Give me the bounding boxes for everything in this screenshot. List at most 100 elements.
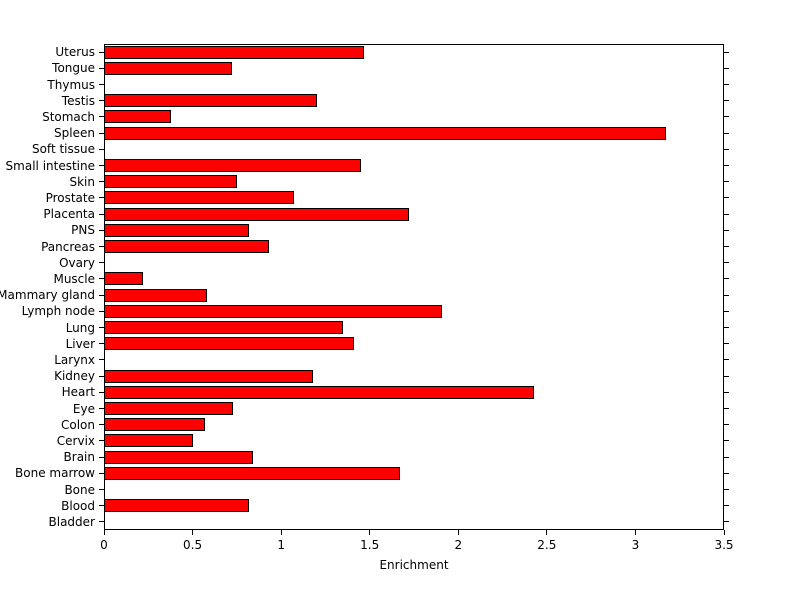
y-tick-left [99, 213, 104, 215]
y-axis-label-prostate: Prostate [45, 190, 95, 205]
y-tick-left [99, 440, 104, 442]
x-tick-label-3: 3 [631, 538, 640, 552]
bar-muscle [104, 272, 143, 286]
y-tick-right [724, 391, 729, 393]
y-tick-left [99, 391, 104, 393]
y-tick-right [724, 375, 729, 377]
y-axis-label-small-intestine: Small intestine [5, 158, 95, 173]
bar-tongue [104, 61, 232, 75]
y-tick-left [99, 246, 104, 247]
bar-cervix [104, 434, 193, 448]
y-axis-label-bone-marrow: Bone marrow [15, 466, 95, 481]
y-tick-right [724, 246, 729, 247]
y-axis-label-bladder: Bladder [48, 514, 95, 529]
y-tick-right [724, 197, 729, 199]
bar-mammary-gland [104, 288, 207, 302]
x-tick [369, 530, 371, 535]
y-tick-left [99, 229, 104, 231]
y-tick-right [724, 472, 729, 474]
y-tick-left [99, 165, 104, 166]
y-tick-left [99, 116, 104, 118]
bar-uterus [104, 45, 365, 59]
x-tick [103, 530, 105, 535]
bar-lymph-node [104, 304, 443, 318]
bar-pancreas [104, 240, 269, 253]
y-tick-left [99, 408, 104, 409]
y-tick-left [99, 472, 104, 474]
x-tick [280, 530, 282, 535]
y-axis-label-mammary-gland: Mammary gland [0, 288, 95, 303]
y-axis-label-bone: Bone [64, 482, 95, 497]
y-tick-right [724, 181, 729, 183]
y-tick-left [99, 148, 104, 150]
y-axis-label-brain: Brain [63, 450, 95, 465]
y-axis-label-blood: Blood [61, 498, 95, 513]
x-tick-label-1.5: 1.5 [360, 538, 380, 552]
bar-pns [104, 223, 250, 237]
y-tick-left [99, 424, 104, 426]
y-axis-label-pns: PNS [71, 223, 95, 238]
y-tick-right [724, 213, 729, 215]
y-tick-right [724, 100, 729, 102]
y-tick-left [99, 181, 104, 183]
y-axis-label-lung: Lung [65, 320, 95, 335]
y-tick-left [99, 197, 104, 199]
y-axis-label-soft-tissue: Soft tissue [31, 142, 95, 157]
plot-area [104, 44, 724, 530]
x-tick [723, 530, 725, 535]
y-tick-right [724, 310, 729, 312]
bar-stomach [104, 110, 172, 124]
y-tick-right [724, 51, 729, 53]
y-tick-left [99, 84, 104, 85]
y-tick-left [99, 327, 104, 328]
y-axis-label-thymus: Thymus [47, 77, 95, 92]
y-tick-right [724, 116, 729, 118]
y-tick-right [724, 424, 729, 426]
y-axis-label-eye: Eye [72, 401, 95, 416]
y-tick-left [99, 67, 104, 69]
x-axis-title: Enrichment [379, 558, 449, 572]
y-tick-left [99, 359, 104, 361]
x-tick [546, 530, 548, 535]
y-axis-label-kidney: Kidney [54, 369, 95, 384]
y-axis-label-pancreas: Pancreas [41, 239, 95, 254]
x-tick [634, 530, 636, 535]
y-tick-right [724, 408, 729, 409]
x-tick [192, 530, 194, 535]
y-tick-right [724, 84, 729, 85]
y-axis-label-heart: Heart [61, 385, 95, 400]
y-tick-right [724, 294, 729, 296]
x-tick-label-2: 2 [454, 538, 463, 552]
y-tick-right [724, 440, 729, 442]
y-tick-right [724, 132, 729, 134]
x-tick-label-2.5: 2.5 [537, 538, 557, 552]
y-axis-label-cervix: Cervix [56, 433, 95, 448]
y-axis-label-testis: Testis [61, 93, 95, 108]
x-tick-label-3.5: 3.5 [714, 538, 734, 552]
y-axis-label-uterus: Uterus [55, 45, 95, 60]
y-tick-left [99, 51, 104, 53]
bar-testis [104, 94, 317, 108]
y-axis-label-colon: Colon [60, 417, 95, 432]
y-axis-label-liver: Liver [65, 336, 95, 351]
bar-placenta [104, 207, 409, 221]
y-tick-left [99, 505, 104, 507]
y-tick-left [99, 375, 104, 377]
y-axis-label-larynx: Larynx [54, 352, 95, 367]
bar-skin [104, 175, 237, 189]
y-axis-label-placenta: Placenta [43, 207, 95, 222]
y-tick-right [724, 67, 729, 69]
y-axis-label-skin: Skin [69, 174, 95, 189]
y-tick-right [724, 327, 729, 328]
bar-small-intestine [104, 159, 361, 172]
y-tick-right [724, 262, 729, 264]
bar-spleen [104, 126, 666, 140]
y-tick-left [99, 294, 104, 296]
bar-kidney [104, 369, 314, 383]
bar-prostate [104, 191, 294, 205]
y-tick-right [724, 521, 729, 523]
y-axis-label-ovary: Ovary [59, 255, 95, 270]
x-tick-label-1: 1 [277, 538, 285, 552]
y-axis-label-spleen: Spleen [54, 126, 95, 141]
